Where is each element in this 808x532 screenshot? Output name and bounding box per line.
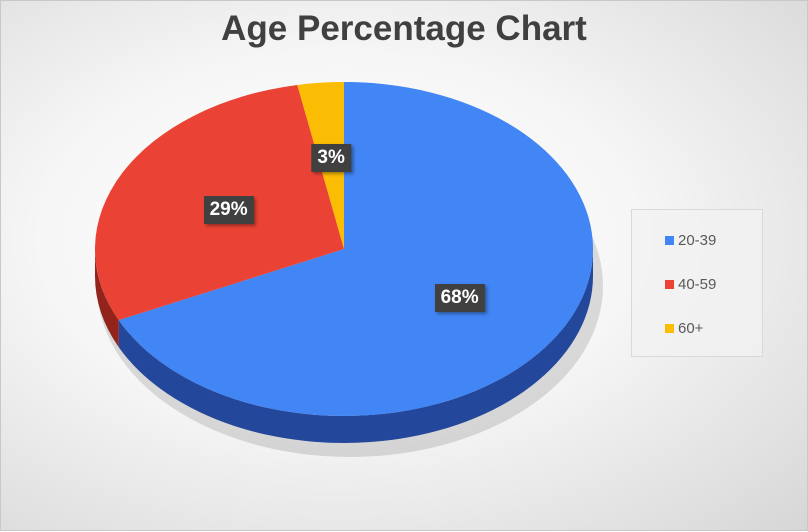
legend-label-40-59: 40-59 <box>678 276 717 293</box>
legend-label-60-plus: 60+ <box>678 320 704 337</box>
legend-item-40-59: 40-59 <box>665 276 716 293</box>
legend-swatch-60-plus <box>665 324 674 333</box>
legend-label-20-39: 20-39 <box>678 232 717 249</box>
legend-item-20-39: 20-39 <box>665 232 716 249</box>
pie-side-20-39 <box>118 249 594 443</box>
data-label-20-39: 68% <box>434 284 485 313</box>
chart-title: Age Percentage Chart <box>221 9 587 48</box>
pie-slice-20-39 <box>118 82 593 416</box>
pie-side-40-59 <box>95 249 119 348</box>
legend-item-60-plus: 60+ <box>665 320 703 337</box>
legend-swatch-20-39 <box>665 236 674 245</box>
data-label-40-59: 29% <box>203 195 254 224</box>
legend-swatch-40-59 <box>665 280 674 289</box>
legend: 20-39 40-59 60+ <box>631 209 763 357</box>
data-label-60-plus: 3% <box>311 143 351 172</box>
